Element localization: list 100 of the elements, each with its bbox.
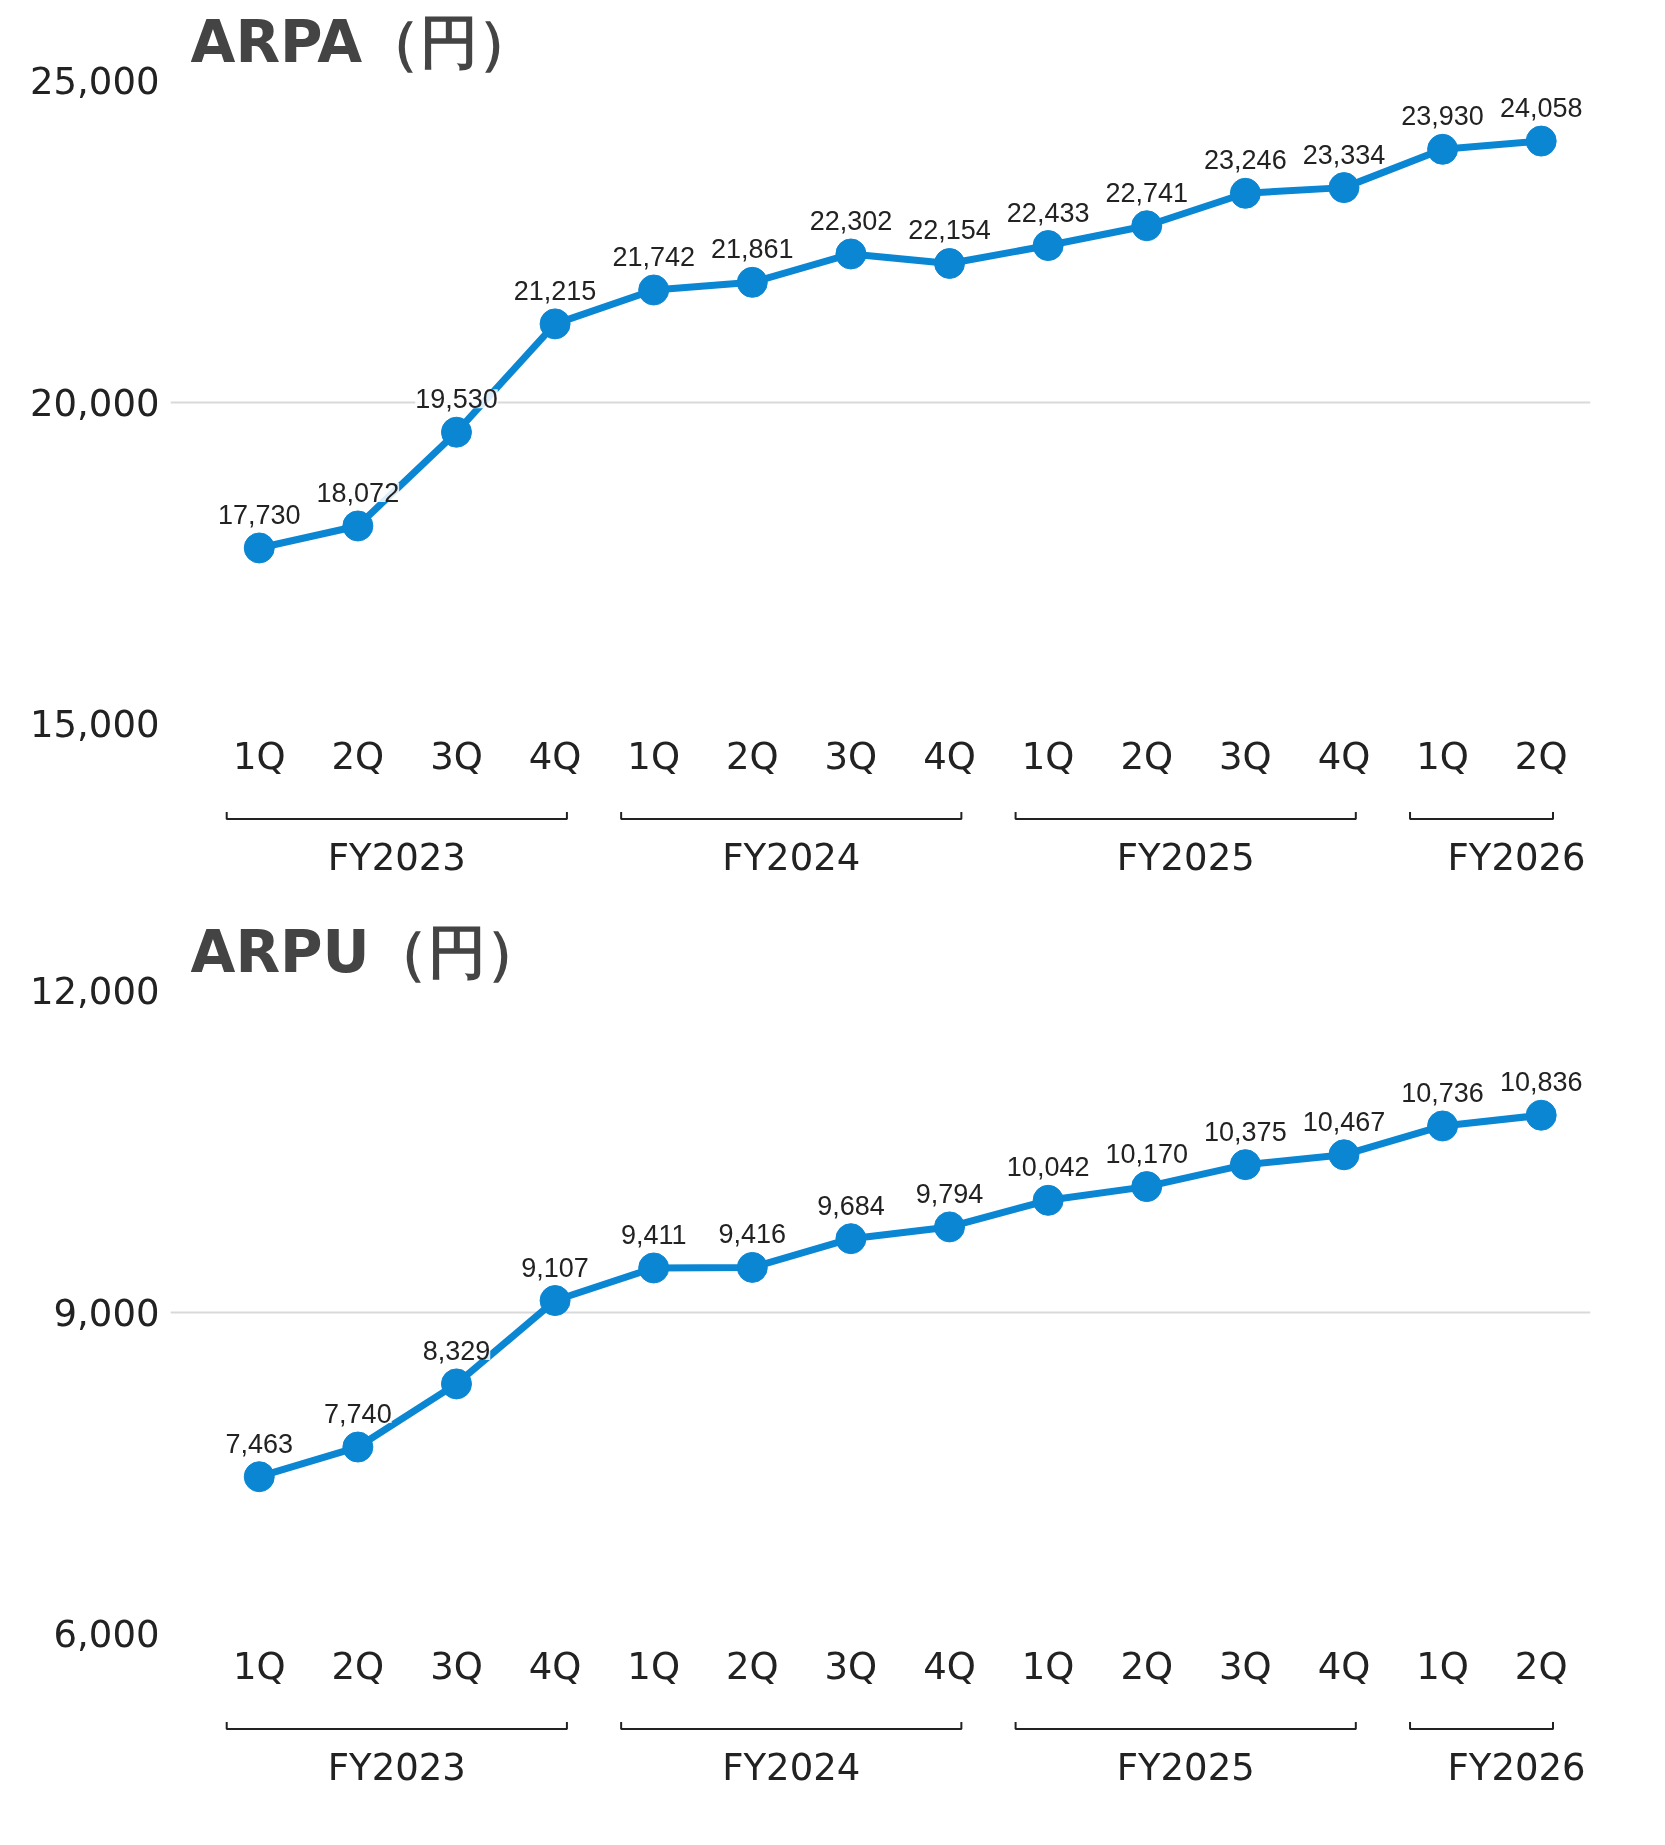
x-tick-label: 4Q (923, 734, 976, 778)
y-tick-label: 6,000 (53, 1613, 160, 1656)
point (1525, 1099, 1557, 1131)
point (440, 1368, 472, 1400)
text: FY2024 (722, 1746, 861, 1790)
data-label: 7,740 (324, 1399, 392, 1430)
x-tick-label: 4Q (528, 734, 582, 778)
data-label: 22,154 (908, 215, 991, 246)
point (1328, 172, 1360, 204)
x-tick-label: 2Q (725, 1644, 779, 1688)
data-label: 21,215 (513, 275, 597, 306)
data-label: 10,375 (1204, 1116, 1287, 1147)
data-label: 9,684 (817, 1190, 885, 1221)
point (539, 1285, 571, 1316)
point (342, 510, 374, 542)
data-label: 23,930 (1401, 101, 1484, 132)
x-tick-label: 1Q (1021, 734, 1075, 778)
data-label: 10,836 (1499, 1067, 1583, 1098)
point (1229, 1149, 1261, 1181)
data-label: 9,411 (620, 1219, 687, 1250)
point (934, 1211, 966, 1243)
text: FY2025 (1116, 1746, 1255, 1790)
y-tick-label: 9,000 (53, 1291, 160, 1335)
y-tick-label: 25,000 (30, 60, 160, 103)
y-tick-label: 15,000 (30, 703, 160, 746)
x-tick-label: 3Q (824, 734, 878, 778)
data-label: 23,334 (1302, 139, 1386, 170)
data-label: 9,794 (915, 1178, 984, 1209)
x-tick-label: 1Q (1021, 1644, 1075, 1688)
chart-title: ARPA（円） (190, 7, 537, 76)
point (243, 1461, 275, 1493)
point (1032, 1184, 1064, 1216)
point (539, 308, 571, 340)
data-label: 9,107 (521, 1252, 589, 1283)
x-tick-label: 3Q (430, 734, 483, 778)
point (342, 1431, 374, 1463)
x-tick-label: 3Q (1219, 734, 1272, 778)
point (638, 274, 670, 306)
point (835, 1223, 867, 1255)
data-label: 21,861 (711, 234, 794, 265)
y-tick-label: 12,000 (30, 970, 160, 1013)
point (243, 532, 275, 564)
point (638, 1252, 670, 1284)
point (1525, 125, 1557, 157)
x-tick-label: 4Q (1317, 734, 1371, 778)
data-label: 8,329 (422, 1335, 491, 1366)
y-tick-label: 20,000 (30, 381, 160, 425)
x-tick-label: 2Q (331, 734, 385, 778)
data-label: 10,467 (1302, 1106, 1386, 1137)
point (736, 1251, 768, 1283)
x-tick-label: 2Q (1514, 1644, 1568, 1688)
point (1131, 1171, 1163, 1203)
point (1427, 1110, 1459, 1142)
x-tick-label: 3Q (1219, 1644, 1272, 1688)
point (835, 238, 867, 270)
x-tick-label: 2Q (1514, 734, 1568, 778)
x-tick-label: 1Q (627, 734, 681, 778)
text: FY2025 (1116, 836, 1255, 880)
data-label: 24,058 (1499, 93, 1583, 124)
x-tick-label: 4Q (923, 1644, 976, 1688)
x-tick-label: 2Q (331, 1644, 385, 1688)
data-label: 19,530 (415, 384, 498, 415)
data-label: 21,742 (612, 241, 695, 272)
point (1328, 1139, 1360, 1171)
text: FY2023 (327, 836, 466, 880)
point (1032, 230, 1064, 262)
x-tick-label: 3Q (824, 1644, 878, 1688)
point (736, 266, 768, 298)
data-label: 10,042 (1006, 1152, 1090, 1183)
text: FY2024 (722, 836, 861, 880)
data-label: 22,741 (1105, 177, 1189, 208)
x-tick-label: 1Q (1416, 734, 1469, 778)
data-label: 10,170 (1105, 1138, 1189, 1169)
data-label: 17,730 (217, 499, 301, 530)
point (440, 416, 472, 448)
x-tick-label: 2Q (1120, 734, 1174, 778)
x-tick-label: 1Q (627, 1644, 681, 1688)
data-label: 22,433 (1006, 197, 1090, 228)
point (1131, 210, 1163, 242)
data-label: 18,072 (316, 477, 400, 508)
text: FY2026 (1447, 1746, 1586, 1790)
data-label: 10,736 (1401, 1077, 1484, 1108)
x-tick-label: 2Q (725, 734, 779, 778)
data-label: 22,302 (809, 205, 893, 236)
x-tick-label: 3Q (430, 1644, 483, 1688)
x-tick-label: 1Q (1416, 1644, 1469, 1688)
point (1427, 133, 1459, 165)
data-label: 7,463 (225, 1428, 294, 1459)
text: FY2026 (1447, 836, 1586, 880)
point (934, 248, 966, 279)
x-tick-label: 1Q (232, 734, 286, 778)
x-tick-label: 1Q (232, 1644, 286, 1688)
chart-title: ARPU（円） (190, 917, 544, 986)
x-tick-label: 4Q (1317, 1644, 1371, 1688)
data-label: 9,416 (718, 1219, 787, 1250)
x-tick-label: 2Q (1120, 1644, 1174, 1688)
x-tick-label: 4Q (528, 1644, 582, 1688)
data-label: 23,246 (1204, 145, 1287, 176)
text: FY2023 (327, 1746, 466, 1790)
point (1229, 177, 1261, 209)
